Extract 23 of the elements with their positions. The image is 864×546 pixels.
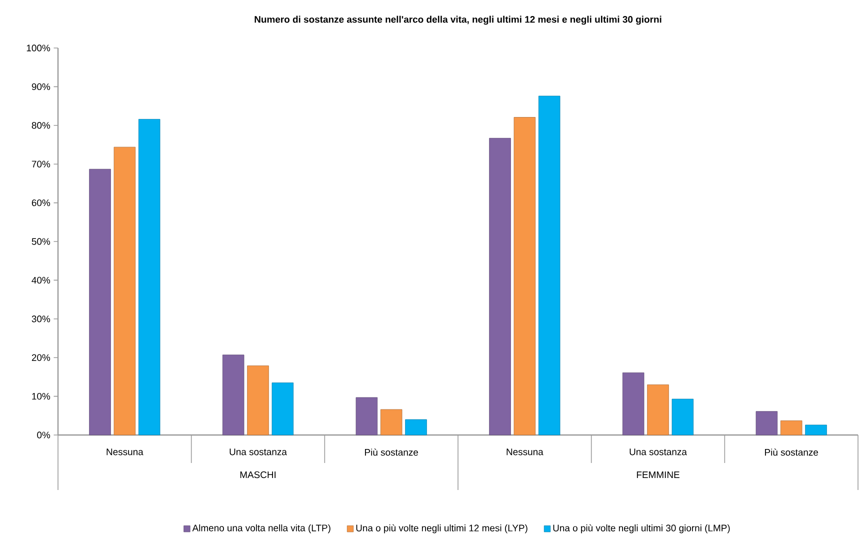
y-tick-label: 10% [32,392,50,400]
x-tick-label: Più sostanze [365,448,418,456]
y-tick-label: 30% [32,316,50,322]
y-tick-label: 70% [32,160,50,168]
x-tick-label: Nessuna [106,448,144,456]
y-tick-label: 20% [32,354,50,361]
chart-title: Numero di sostanze assunte nell'arco della vita, negli ultimi 12 mesi e negli ultimi 30 giorni [254,16,662,25]
y-tick-label: 60% [32,199,50,206]
y-tick-label: 100% [26,44,50,52]
x-tick-label: Nessuna [506,448,544,456]
y-tick-label: 40% [32,276,50,284]
legend-label: Almeno una volta nella vita (LTP) [192,524,330,534]
y-tick-label: 0% [37,432,50,438]
text: MASCHI [240,471,276,478]
x-tick-label: Una sostanza [630,448,687,456]
legend-label: Una o più volte negli ultimi 30 giorni (LMP) [553,524,730,534]
x-tick-label: Più sostanze [765,448,818,456]
x-tick-label: Una sostanza [230,448,287,456]
legend-label: Una o più volte negli ultimi 12 mesi (LYP) [356,524,528,534]
text: FEMMINE [636,471,680,478]
y-tick-label: 80% [32,122,50,129]
y-tick-label: 90% [32,83,50,90]
y-tick-label: 50% [32,238,50,245]
